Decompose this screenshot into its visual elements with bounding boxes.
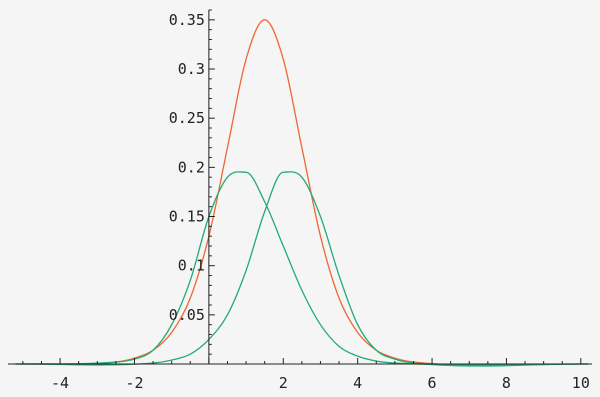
- series-line-3: [15, 171, 589, 367]
- series-layer: [15, 19, 589, 367]
- y-tick-label: 0.1: [178, 257, 205, 275]
- x-tick-label: 2: [279, 374, 288, 392]
- x-tick-label: -2: [125, 374, 143, 392]
- ticks-layer: [22, 9, 582, 365]
- y-tick-label: 0.2: [178, 158, 205, 176]
- x-tick-label: -4: [51, 374, 69, 392]
- x-tick-label: 8: [502, 374, 511, 392]
- y-tick-label: 0.3: [178, 60, 205, 78]
- tick-labels: -4 -2 2 4 6 8 10 0.05 0.1 0.15 0.2 0.25 0.3 0.35: [51, 11, 590, 392]
- series-line-1: [15, 19, 589, 366]
- y-tick-label: 0.05: [169, 306, 205, 324]
- x-tick-label: 6: [428, 374, 437, 392]
- series-line-2: [15, 171, 589, 366]
- x-tick-label: 10: [572, 374, 590, 392]
- y-tick-label: 0.25: [169, 109, 205, 127]
- x-tick-label: 4: [353, 374, 362, 392]
- y-tick-label: 0.35: [169, 11, 205, 29]
- axes: [8, 10, 592, 365]
- y-tick-label: 0.15: [169, 208, 205, 226]
